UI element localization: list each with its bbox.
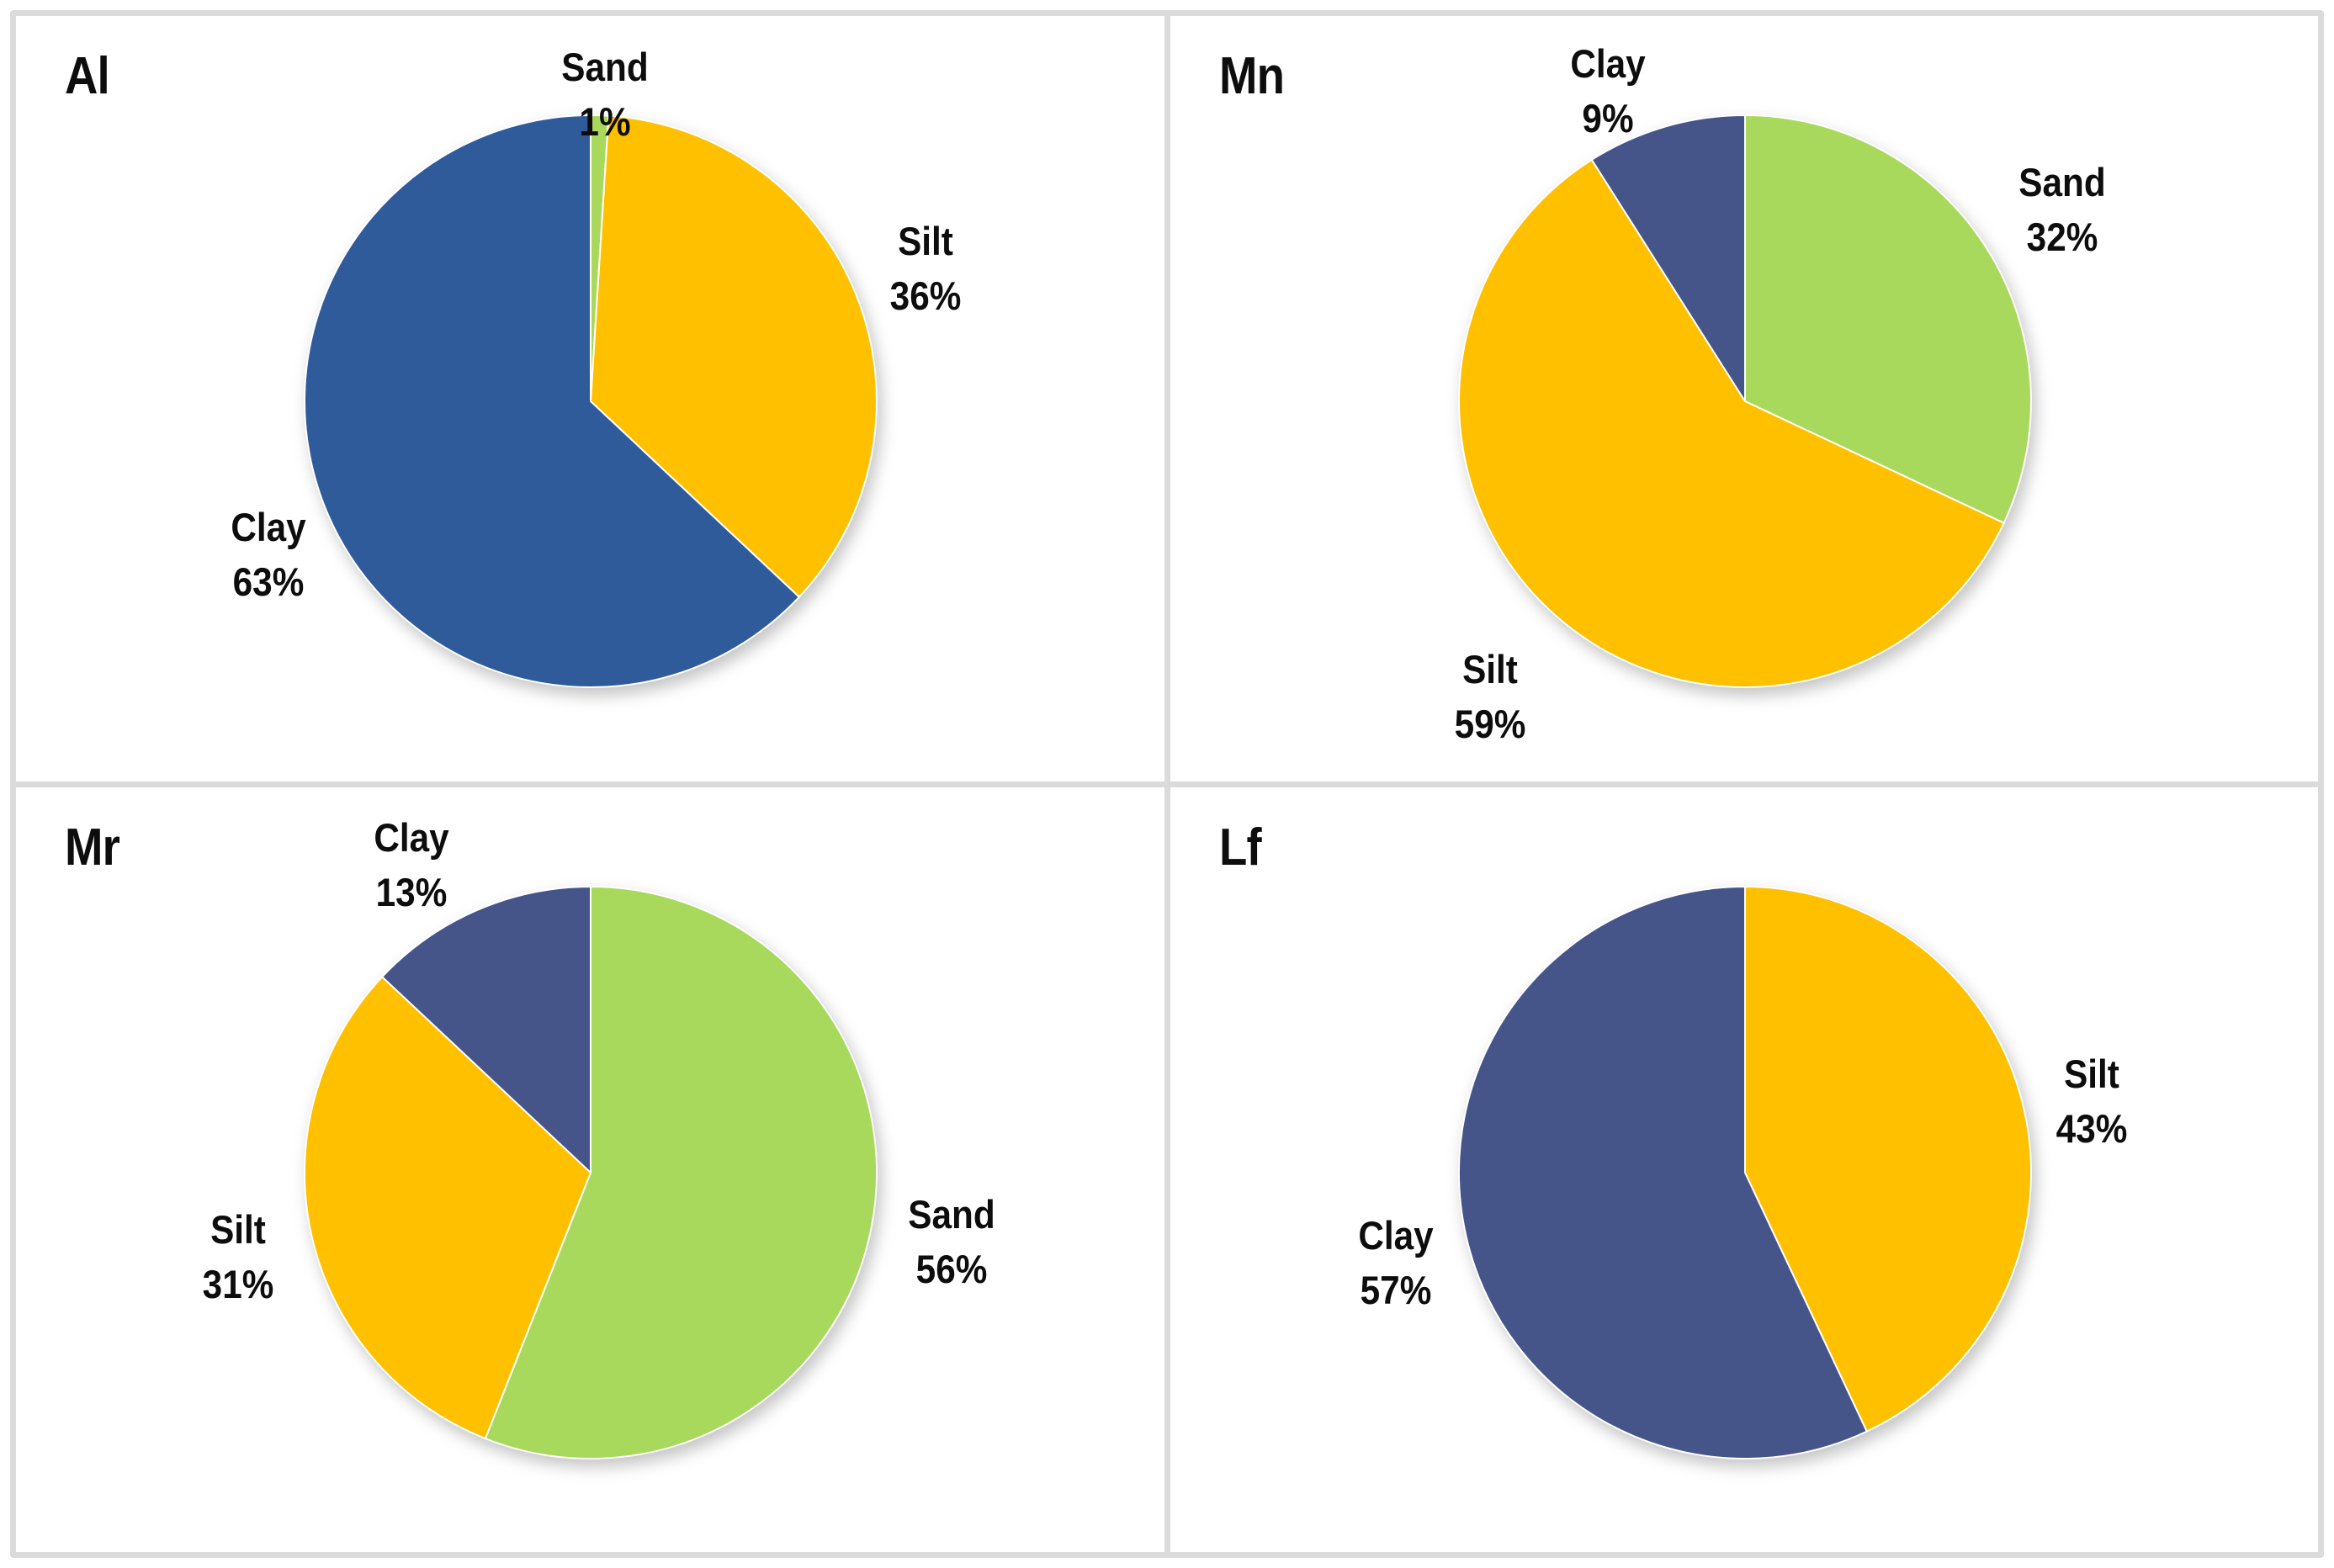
slice-percent-text: 63%: [232, 559, 305, 604]
slice-category-text: Clay: [1569, 41, 1646, 86]
slice-percent-text: 13%: [375, 869, 448, 914]
panel-mn: Mn Sand 32% Silt 59% Clay 9%: [1170, 16, 2318, 781]
slice-category-text: Clay: [1357, 1212, 1434, 1258]
slice-category-text: Silt: [898, 219, 953, 263]
slice-category-text: Sand: [908, 1191, 995, 1237]
chart-title-mr: Mr: [65, 818, 120, 877]
slice-label-lf-clay: Clay 57%: [1358, 1208, 1433, 1317]
slice-category-text: Silt: [2063, 1051, 2119, 1096]
slice-label-al-silt: Silt 36%: [890, 214, 962, 323]
slice-percent-text: 31%: [202, 1261, 274, 1306]
slice-label-lf-silt: Silt 43%: [2056, 1046, 2127, 1156]
panel-al: Al Sand 1% Silt 36% Clay 63%: [16, 16, 1164, 781]
slice-percent-text: 43%: [2056, 1105, 2127, 1151]
slice-label-mr-sand: Sand 56%: [908, 1187, 995, 1296]
slice-category-text: Silt: [1461, 647, 1518, 691]
pie-slice-lf-silt: [1743, 885, 2032, 1433]
pie-slice-lf-clay: [1457, 885, 1868, 1459]
chart-title-mn: Mn: [1218, 47, 1285, 105]
slice-category-text: Silt: [210, 1206, 266, 1252]
pie-slice-mr-clay: [381, 885, 591, 1173]
slice-label-al-sand: Sand 1%: [561, 40, 648, 149]
slice-percent-text: 1%: [579, 99, 631, 144]
panel-mr: Mr Sand 56% Silt 31% Clay 13%: [16, 787, 1164, 1552]
slice-label-mr-silt: Silt 31%: [203, 1202, 274, 1311]
slice-percent-text: 59%: [1454, 702, 1525, 746]
slice-percent-text: 57%: [1360, 1267, 1431, 1312]
pie-chart-mr: [304, 885, 878, 1459]
slice-label-mn-clay: Clay 9%: [1570, 36, 1645, 146]
pie-slice-mn-silt: [1457, 158, 2005, 688]
pie-slice-mn-sand: [1743, 114, 2032, 524]
pie-chart-mn: [1457, 114, 2032, 688]
slice-percent-text: 36%: [889, 273, 962, 318]
slice-category-text: Clay: [374, 814, 449, 860]
pie-chart-lf: [1457, 885, 2032, 1459]
slice-label-al-clay: Clay 63%: [231, 500, 305, 609]
pie-slice-mr-sand: [484, 885, 878, 1459]
pie-slice-al-clay: [304, 114, 800, 688]
slice-percent-text: 32%: [2026, 215, 2098, 259]
pie-slice-mn-clay: [1590, 114, 1746, 402]
chart-grid: Al Sand 1% Silt 36% Clay 63% Mn Sand 32% Silt 59…: [10, 10, 2324, 1558]
chart-title-al: Al: [65, 47, 110, 105]
pie-slice-al-silt: [590, 114, 878, 598]
slice-label-mn-sand: Sand 32%: [2018, 155, 2105, 264]
pie-chart-al: [304, 114, 878, 688]
pie-slice-mr-silt: [304, 975, 591, 1439]
slice-percent-text: 56%: [915, 1246, 988, 1291]
slice-category-text: Sand: [2018, 160, 2106, 204]
slice-label-mn-silt: Silt 59%: [1454, 642, 1525, 751]
slice-category-text: Sand: [561, 45, 649, 89]
panel-lf: Lf Silt 43% Clay 57%: [1170, 787, 2318, 1552]
slice-percent-text: 9%: [1581, 96, 1634, 140]
chart-title-lf: Lf: [1218, 818, 1262, 877]
slice-category-text: Clay: [231, 505, 306, 549]
slice-label-mr-clay: Clay 13%: [374, 810, 448, 919]
